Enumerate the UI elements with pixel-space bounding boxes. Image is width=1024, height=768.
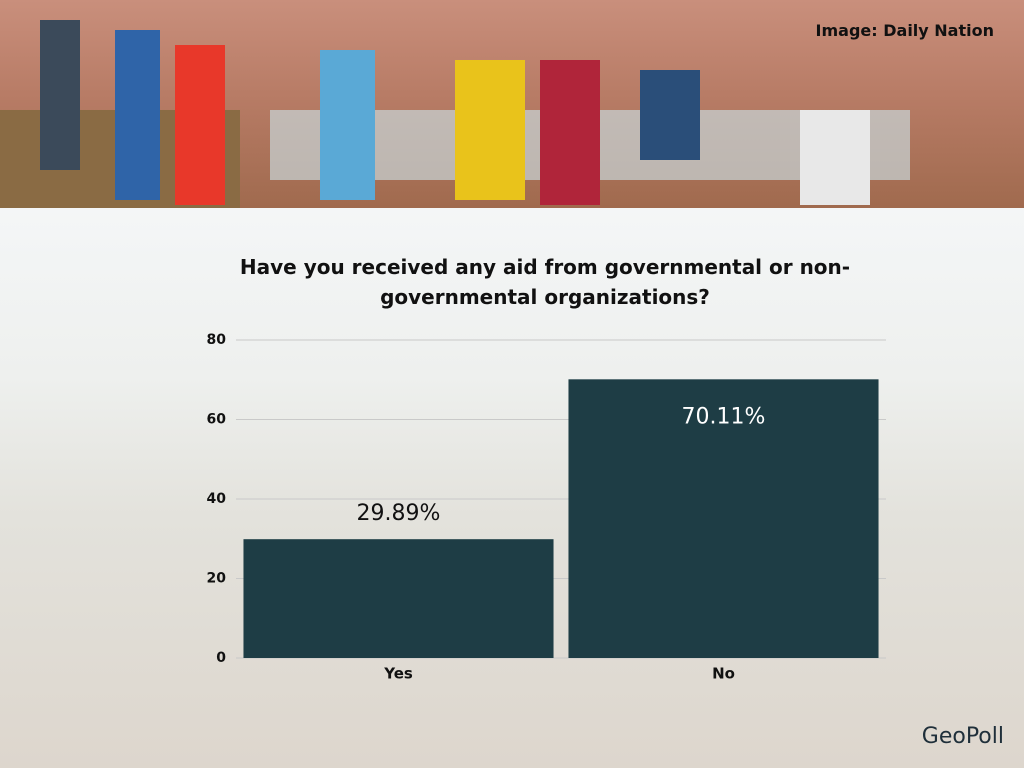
- value-label: 70.11%: [682, 404, 766, 429]
- photo-shapes: [0, 20, 910, 208]
- bar: [243, 539, 554, 658]
- y-tick-label: 40: [207, 491, 227, 507]
- y-tick-label: 0: [216, 650, 226, 666]
- header-photo: [0, 0, 1024, 208]
- y-tick-label: 80: [207, 332, 227, 348]
- x-tick-label: Yes: [383, 665, 413, 683]
- chart-title: Have you received any aid from governmen…: [239, 255, 851, 309]
- x-tick-label: No: [712, 665, 735, 683]
- value-label: 29.89%: [357, 501, 441, 526]
- photo-credit: Image: Daily Nation: [815, 21, 994, 40]
- logo: GeoPoll: [921, 724, 1004, 749]
- y-tick-label: 20: [207, 571, 227, 587]
- y-tick-label: 60: [207, 412, 227, 428]
- bar: [568, 379, 879, 658]
